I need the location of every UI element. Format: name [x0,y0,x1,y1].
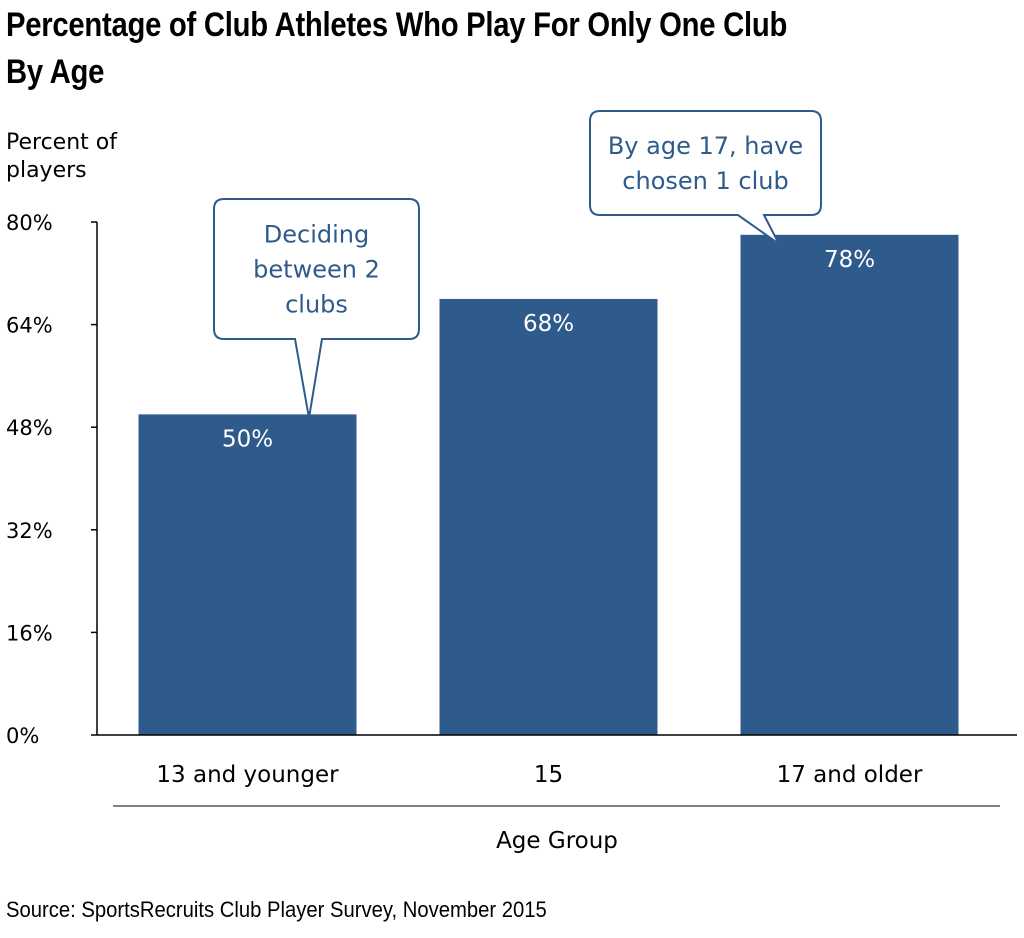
chart-title-line-1: Percentage of Club Athletes Who Play For… [6,6,788,44]
y-tick-label: 0% [6,724,39,748]
chart-title-line-2: By Age [6,53,105,91]
bar [740,234,959,735]
callout-bubble [213,198,420,419]
callout-text-line: By age 17, have [608,132,803,160]
y-axis-label-line-1: Percent of [6,130,117,155]
callout-text-line: chosen 1 club [622,167,788,195]
x-axis-title: Age Group [496,828,618,854]
bar [138,414,357,735]
y-tick-label: 80% [6,211,53,235]
y-axis-label-line-2: players [6,158,87,183]
callout-text-line: clubs [285,291,348,319]
y-tick-label: 64% [6,314,53,338]
y-tick-label: 32% [6,519,53,543]
source-note: Source: SportsRecruits Club Player Surve… [6,897,547,922]
bar-value-label: 68% [523,311,574,337]
y-tick-label: 48% [6,416,53,440]
chart-title: Percentage of Club Athletes Who Play For… [6,2,875,96]
bar-value-label: 50% [222,426,273,452]
x-category-label: 15 [534,762,563,788]
bar-value-label: 78% [824,247,875,273]
y-axis-label: Percent of players [6,129,117,185]
y-tick-label: 16% [6,621,53,645]
x-category-label: 17 and older [777,762,923,788]
x-category-label: 13 and younger [156,762,339,788]
callout-text-line: between 2 [253,256,380,284]
callout-bubble [589,110,822,245]
bar [439,298,658,735]
callout-text-line: Deciding [264,221,369,249]
